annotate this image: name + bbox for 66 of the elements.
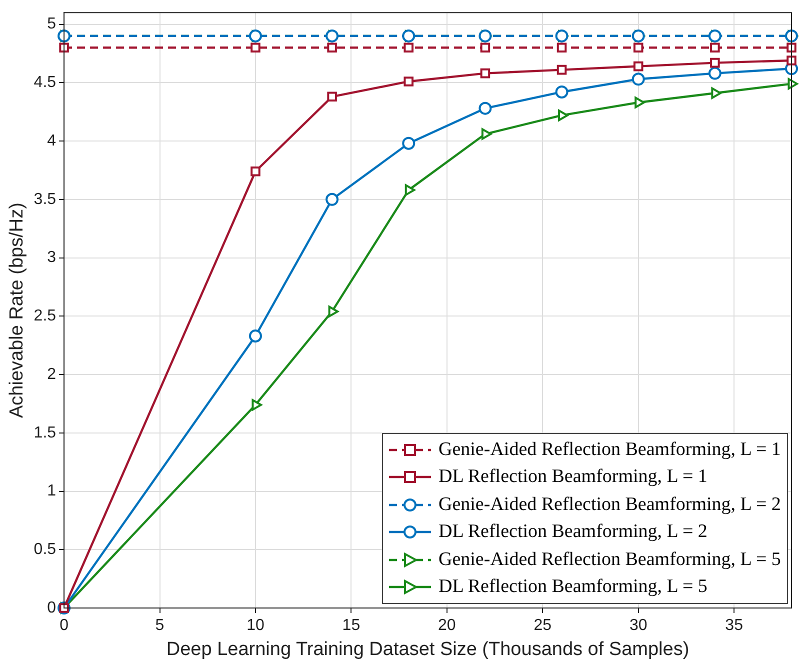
x-axis-title: Deep Learning Training Dataset Size (Thousands of Samples) bbox=[166, 638, 690, 660]
point bbox=[326, 192, 339, 206]
x-tick-label: 5 bbox=[155, 617, 164, 634]
point bbox=[404, 42, 414, 53]
point bbox=[59, 42, 69, 53]
point bbox=[556, 42, 567, 53]
point bbox=[555, 29, 568, 42]
point bbox=[710, 58, 720, 68]
legend-label: DL Reflection Beamforming, L = 1 bbox=[438, 466, 708, 488]
y-tick-label: 1.5 bbox=[34, 424, 56, 442]
point bbox=[480, 42, 490, 53]
legend-label: Genie-Aided Reflection Beamforming, L = 2 bbox=[438, 494, 781, 516]
point bbox=[632, 29, 645, 42]
y-tick-label: 4 bbox=[47, 132, 56, 150]
x-tick-label: 30 bbox=[629, 617, 648, 634]
point bbox=[252, 399, 262, 411]
legend-label: DL Reflection Beamforming, L = 5 bbox=[438, 576, 708, 598]
point bbox=[711, 87, 722, 99]
legend-label: Genie-Aided Reflection Beamforming, L = 1 bbox=[438, 438, 781, 461]
point bbox=[480, 68, 490, 78]
legend-label: DL Reflection Beamforming, L = 2 bbox=[438, 521, 708, 544]
point bbox=[248, 29, 262, 42]
point bbox=[555, 85, 568, 98]
point bbox=[402, 136, 416, 150]
point bbox=[327, 92, 337, 102]
point bbox=[708, 29, 722, 42]
point bbox=[786, 56, 796, 66]
point bbox=[402, 29, 416, 42]
y-tick-label: 3.5 bbox=[34, 190, 56, 208]
point bbox=[556, 64, 567, 75]
point bbox=[634, 96, 645, 108]
point bbox=[710, 42, 720, 53]
point bbox=[404, 76, 414, 86]
point bbox=[632, 72, 645, 86]
y-axis-title: Achievable Rate (bps/Hz) bbox=[6, 202, 28, 418]
point bbox=[788, 78, 798, 90]
y-tick-label: 5 bbox=[47, 16, 56, 33]
x-tick-label: 35 bbox=[725, 617, 744, 634]
point bbox=[633, 61, 644, 72]
y-tick-label: 0.5 bbox=[34, 541, 56, 558]
point bbox=[250, 166, 260, 176]
x-tick-label: 20 bbox=[438, 617, 456, 634]
legend-label: Genie-Aided Reflection Beamforming, L = 5 bbox=[438, 548, 781, 571]
y-tick-label: 2.5 bbox=[34, 308, 56, 325]
point bbox=[328, 306, 339, 318]
point bbox=[478, 29, 492, 42]
y-tick-label: 2 bbox=[47, 366, 56, 383]
point bbox=[786, 42, 796, 53]
point bbox=[248, 329, 262, 342]
point bbox=[326, 29, 339, 42]
point bbox=[404, 184, 416, 196]
point bbox=[478, 102, 492, 115]
y-tick-label: 4.5 bbox=[34, 74, 56, 92]
x-tick-label: 25 bbox=[534, 617, 552, 634]
point bbox=[481, 128, 492, 140]
point bbox=[708, 66, 722, 80]
point bbox=[250, 42, 260, 53]
y-tick-label: 0 bbox=[47, 599, 56, 616]
y-tick-label: 3 bbox=[47, 249, 56, 266]
point bbox=[558, 110, 568, 122]
y-tick-label: 1 bbox=[47, 482, 56, 500]
x-tick-label: 15 bbox=[342, 617, 360, 634]
x-tick-label: 10 bbox=[246, 617, 264, 634]
point bbox=[327, 42, 337, 53]
point bbox=[633, 42, 644, 53]
x-tick-label: 0 bbox=[60, 617, 69, 634]
